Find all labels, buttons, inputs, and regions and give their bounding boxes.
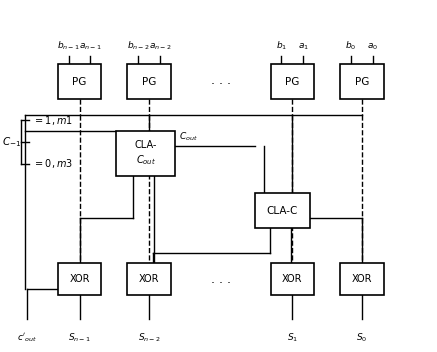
Text: PG: PG: [354, 77, 369, 87]
Text: $b_{n-2}$: $b_{n-2}$: [127, 39, 149, 52]
FancyBboxPatch shape: [127, 64, 171, 99]
Text: CLA-C: CLA-C: [267, 206, 298, 216]
Text: XOR: XOR: [139, 274, 159, 284]
FancyBboxPatch shape: [271, 263, 314, 295]
Text: PG: PG: [73, 77, 87, 87]
Text: XOR: XOR: [351, 274, 372, 284]
Text: $b_{n-1}$: $b_{n-1}$: [57, 39, 80, 52]
Text: $a_{n-2}$: $a_{n-2}$: [149, 42, 171, 52]
FancyBboxPatch shape: [58, 64, 101, 99]
Text: $S_{0}$: $S_{0}$: [356, 331, 368, 344]
Text: $b_{1}$: $b_{1}$: [276, 39, 287, 52]
FancyBboxPatch shape: [58, 263, 101, 295]
Text: XOR: XOR: [282, 274, 302, 284]
Text: $= 0, m3$: $= 0, m3$: [33, 157, 73, 170]
Text: . . .: . . .: [211, 74, 231, 87]
Text: $= 1, m1$: $= 1, m1$: [33, 114, 73, 127]
Text: $S_{n-1}$: $S_{n-1}$: [68, 331, 91, 344]
FancyBboxPatch shape: [271, 64, 314, 99]
Text: $a_{1}$: $a_{1}$: [298, 42, 309, 52]
Text: PG: PG: [142, 77, 156, 87]
Text: $C_{out}$: $C_{out}$: [180, 131, 198, 143]
FancyBboxPatch shape: [127, 263, 171, 295]
Text: $C_{-1}$: $C_{-1}$: [2, 135, 21, 149]
Text: . . .: . . .: [211, 272, 231, 285]
FancyBboxPatch shape: [116, 131, 175, 176]
Text: $c'_{out}$: $c'_{out}$: [17, 331, 37, 344]
Text: XOR: XOR: [69, 274, 90, 284]
FancyBboxPatch shape: [255, 194, 310, 228]
Text: PG: PG: [285, 77, 299, 87]
Text: $b_{0}$: $b_{0}$: [345, 39, 357, 52]
Text: $a_{n-1}$: $a_{n-1}$: [79, 42, 102, 52]
FancyBboxPatch shape: [340, 263, 384, 295]
Text: $a_{0}$: $a_{0}$: [367, 42, 378, 52]
Text: CLA-
$C_{out}$: CLA- $C_{out}$: [135, 140, 157, 167]
FancyBboxPatch shape: [340, 64, 384, 99]
Text: $S_{1}$: $S_{1}$: [287, 331, 298, 344]
Text: $S_{n-2}$: $S_{n-2}$: [138, 331, 160, 344]
